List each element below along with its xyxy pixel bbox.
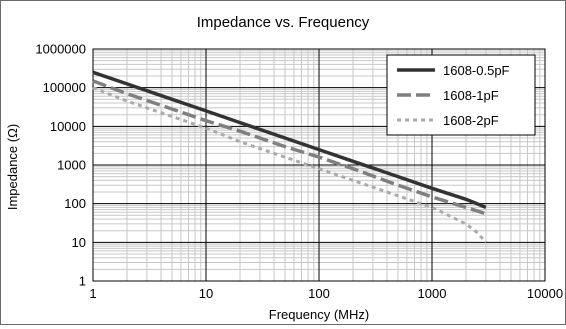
y-tick-label: 1000 [57, 158, 86, 173]
impedance-chart: Impedance vs. Frequency Frequency (MHz) … [5, 14, 563, 322]
legend: 1608-0.5pF 1608-1pF 1608-2pF [386, 54, 536, 136]
x-tick-label: 1000 [418, 286, 447, 301]
x-tick-label: 1 [89, 286, 96, 301]
series-line-1608-0-5pf [92, 70, 487, 210]
tick-labels: 1 10 100 1000 10000 1 10 100 1000 10000 100000 1000… [35, 42, 563, 302]
legend-label: 1608-1pF [443, 88, 499, 103]
series-line-1608-1pf [92, 79, 487, 216]
series-lines [92, 70, 488, 244]
y-tick-label: 100000 [43, 80, 86, 95]
y-tick-label: 1000000 [35, 42, 86, 57]
chart-title: Impedance vs. Frequency [197, 14, 370, 31]
legend-label: 1608-2pF [443, 113, 499, 128]
y-tick-label: 10 [72, 235, 86, 250]
x-axis-label: Frequency (MHz) [269, 307, 369, 322]
x-tick-label: 10000 [527, 286, 563, 301]
grid [92, 48, 546, 282]
plot-area-border [92, 48, 546, 282]
x-tick-label: 100 [308, 286, 330, 301]
series-line-1608-2pf [92, 86, 488, 244]
legend-label: 1608-0.5pF [443, 63, 510, 78]
y-tick-label: 1 [79, 274, 86, 289]
y-tick-label: 10000 [50, 119, 86, 134]
y-tick-label: 100 [64, 196, 86, 211]
x-tick-label: 10 [199, 286, 213, 301]
y-axis-label: Impedance (Ω) [5, 124, 20, 210]
